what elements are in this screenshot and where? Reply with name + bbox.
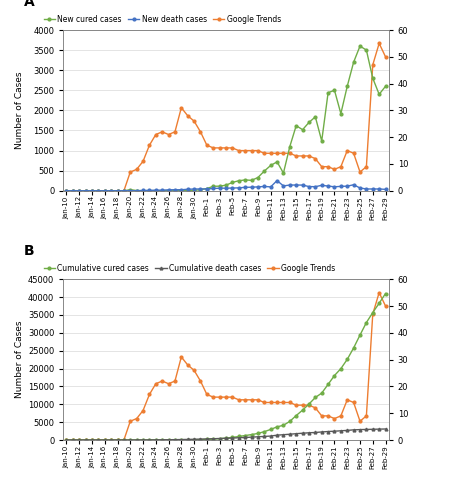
New cured cases	[159, 188, 165, 194]
Google Trends	[382, 303, 387, 309]
New cured cases	[382, 84, 387, 89]
Line: New death cases: New death cases	[65, 179, 386, 192]
Cumulative cured cases	[64, 437, 69, 443]
Cumulative death cases	[64, 437, 69, 443]
Google Trends	[382, 54, 387, 60]
New death cases	[159, 187, 165, 193]
New death cases	[133, 188, 139, 194]
New death cases	[376, 186, 381, 192]
Cumulative death cases	[166, 436, 171, 442]
New cured cases	[166, 188, 171, 194]
New death cases	[280, 183, 285, 189]
New cured cases	[293, 122, 298, 128]
Google Trends	[166, 380, 171, 386]
Google Trends	[274, 150, 279, 156]
New death cases	[382, 186, 387, 192]
Cumulative death cases	[159, 437, 165, 443]
Legend: New cured cases, New death cases, Google Trends: New cured cases, New death cases, Google…	[41, 12, 283, 27]
New death cases	[166, 187, 171, 193]
Google Trends	[64, 188, 69, 194]
Google Trends	[133, 166, 139, 172]
Cumulative cured cases	[274, 424, 279, 430]
Google Trends	[369, 62, 375, 68]
New cured cases	[356, 43, 362, 49]
Cumulative cured cases	[382, 290, 387, 296]
New cured cases	[64, 188, 69, 194]
Line: New cured cases: New cured cases	[65, 44, 386, 192]
Google Trends	[293, 153, 298, 159]
New death cases	[274, 178, 279, 184]
Cumulative cured cases	[376, 300, 381, 306]
Cumulative death cases	[376, 426, 381, 432]
Google Trends	[369, 311, 375, 317]
Google Trends	[274, 400, 279, 406]
Cumulative cured cases	[293, 412, 298, 418]
Line: Cumulative cured cases: Cumulative cured cases	[65, 292, 386, 442]
New death cases	[64, 188, 69, 194]
Y-axis label: Number of Cases: Number of Cases	[15, 321, 24, 398]
New death cases	[299, 182, 304, 188]
Google Trends	[293, 402, 298, 408]
Line: Google Trends: Google Trends	[65, 291, 386, 442]
Google Trends	[159, 378, 165, 384]
Cumulative death cases	[133, 437, 139, 443]
Y-axis label: Number of Cases: Number of Cases	[15, 72, 24, 149]
Cumulative cured cases	[159, 437, 165, 443]
Cumulative cured cases	[133, 437, 139, 443]
Cumulative cured cases	[166, 437, 171, 443]
Cumulative death cases	[293, 430, 298, 436]
Google Trends	[64, 437, 69, 443]
Google Trends	[133, 416, 139, 422]
Google Trends	[159, 129, 165, 135]
Google Trends	[166, 132, 171, 138]
Legend: Cumulative cured cases, Cumulative death cases, Google Trends: Cumulative cured cases, Cumulative death…	[41, 261, 338, 276]
New cured cases	[376, 92, 381, 98]
Cumulative death cases	[274, 432, 279, 438]
Text: B: B	[24, 244, 35, 258]
Google Trends	[376, 40, 381, 46]
Text: A: A	[24, 0, 35, 8]
Google Trends	[376, 290, 381, 296]
New cured cases	[133, 188, 139, 194]
Line: Google Trends: Google Trends	[65, 42, 386, 192]
Line: Cumulative death cases: Cumulative death cases	[65, 428, 386, 442]
New cured cases	[274, 159, 279, 165]
Cumulative death cases	[382, 426, 387, 432]
